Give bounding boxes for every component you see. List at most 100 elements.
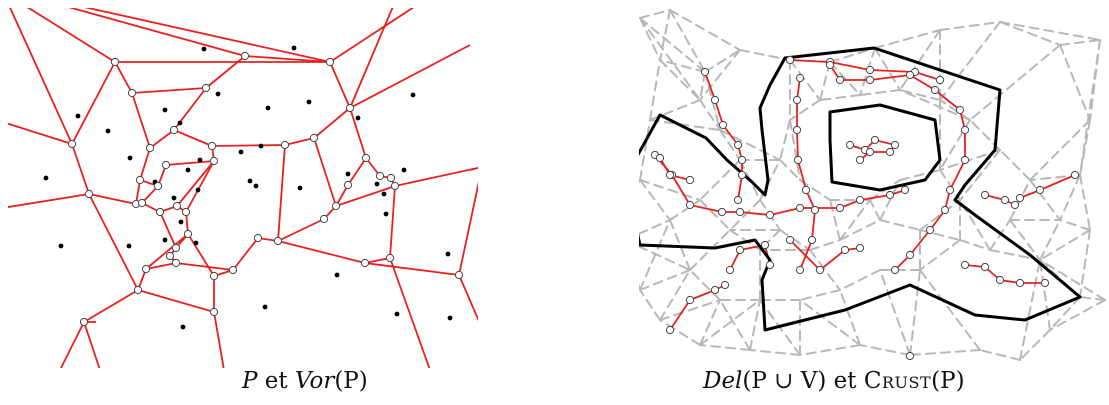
caption-conjunction-right: et (833, 368, 857, 394)
delaunay-edge (899, 29, 941, 91)
voronoi-vertex (141, 264, 151, 274)
voronoi-vertex (890, 265, 900, 275)
voronoi-vertex (665, 325, 675, 335)
site-point (193, 240, 199, 246)
delaunay-edge (659, 59, 701, 101)
delaunay-edge (829, 199, 841, 241)
voronoi-edge (59, 321, 85, 368)
voronoi-vertex (955, 105, 965, 115)
delaunay-edge (659, 269, 691, 321)
voronoi-vertex (925, 225, 935, 235)
delaunay-edge (959, 149, 1001, 201)
site-point (447, 315, 453, 321)
delaunay-crust-diagram (639, 9, 1106, 361)
delaunay-edge (749, 349, 801, 356)
voronoi-vertex (183, 229, 193, 239)
voronoi-edge (213, 311, 225, 368)
delaunay-edge (729, 199, 761, 231)
delaunay-edge (1059, 39, 1101, 46)
voronoi-edge (114, 61, 133, 94)
voronoi-edge (389, 257, 431, 368)
voronoi-vertex (890, 140, 900, 150)
delaunay-edge (1039, 229, 1091, 261)
voronoi-edge (284, 137, 315, 146)
delaunay-edge (719, 129, 741, 161)
delaunay-edge (869, 199, 881, 221)
delaunay-edge (909, 349, 981, 356)
voronoi-vertex (905, 351, 915, 361)
delaunay-edge (939, 149, 1001, 171)
voronoi-edge (83, 321, 101, 368)
voronoi-edge (83, 289, 139, 323)
voronoi-edge (211, 144, 286, 147)
voronoi-vertex (835, 75, 845, 85)
delaunay-edge (874, 29, 941, 49)
voronoi-vertex (171, 243, 181, 253)
voronoi-edge (364, 262, 460, 276)
delaunay-edge (779, 229, 811, 251)
voronoi-edge (9, 8, 73, 145)
voronoi-edge (335, 185, 396, 207)
voronoi-edge (394, 166, 478, 187)
voronoi-vertex (737, 155, 747, 165)
voronoi-vertex (710, 95, 720, 105)
voronoi-vertex (172, 201, 182, 211)
delaunay-edge (919, 199, 961, 231)
site-point (58, 243, 64, 249)
delaunay-edge (939, 99, 971, 121)
delaunay-edge (659, 299, 721, 321)
delaunay-edge (689, 229, 731, 271)
voronoi-vertex (209, 156, 219, 166)
site-point (410, 92, 416, 98)
voronoi-edge (88, 193, 137, 205)
site-point (75, 113, 81, 119)
delaunay-edge (779, 159, 801, 181)
voronoi-vertex (725, 265, 735, 275)
voronoi-vertex (84, 189, 94, 199)
delaunay-edge (699, 344, 751, 351)
voronoi-vertex (815, 265, 825, 275)
voronoi-edge (145, 233, 189, 270)
voronoi-vertex (792, 95, 802, 105)
site-point (105, 128, 111, 134)
site-point (126, 243, 132, 249)
voronoi-vertex (795, 203, 805, 213)
site-point (178, 219, 184, 225)
voronoi-vertex (737, 170, 747, 180)
voronoi-vertex (885, 190, 895, 200)
delaunay-edge (799, 299, 861, 346)
delaunay-edge (639, 269, 691, 291)
delaunay-edge (669, 219, 691, 271)
site-point (355, 115, 361, 121)
site-point (162, 107, 168, 113)
voronoi-vertex (765, 210, 775, 220)
voronoi-vertex (201, 83, 211, 93)
voronoi-vertex (855, 243, 865, 253)
site-point (297, 185, 303, 191)
voronoi-vertex (343, 180, 353, 190)
voronoi-vertex (865, 65, 875, 75)
delaunay-edge (859, 89, 901, 96)
voronoi-vertex (319, 214, 329, 224)
voronoi-edge (88, 193, 139, 291)
voronoi-vertex (253, 233, 263, 243)
voronoi-vertex (905, 70, 915, 80)
voronoi-vertex (228, 265, 238, 275)
voronoi-edge (159, 211, 177, 249)
delaunay-edge (859, 344, 911, 356)
voronoi-vertex (127, 88, 137, 98)
site-point (291, 45, 297, 51)
delaunay-edge (699, 49, 741, 101)
crust-outer-boundary (639, 46, 1082, 332)
delaunay-edge (809, 239, 841, 251)
voronoi-vertex (169, 125, 179, 135)
site-point (185, 167, 191, 173)
voronoi-vertex (110, 57, 120, 67)
delaunay-crust-panel (639, 8, 1109, 368)
voronoi-vertex (785, 55, 795, 65)
delaunay-edge (639, 179, 641, 189)
site-point (195, 187, 201, 193)
delaunay-edge (1079, 174, 1091, 231)
delaunay-edge (939, 21, 1001, 31)
voronoi-vertex (700, 67, 710, 77)
